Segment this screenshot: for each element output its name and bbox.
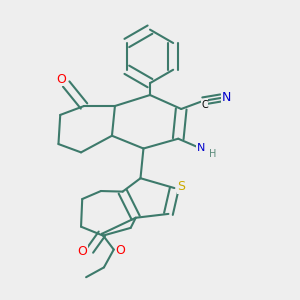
Text: C: C — [201, 100, 208, 110]
Text: O: O — [115, 244, 125, 257]
Text: O: O — [56, 73, 66, 86]
Text: N: N — [222, 91, 231, 103]
Text: H: H — [209, 149, 216, 160]
Text: O: O — [78, 245, 88, 258]
Text: S: S — [178, 180, 185, 193]
Text: N: N — [197, 142, 205, 153]
